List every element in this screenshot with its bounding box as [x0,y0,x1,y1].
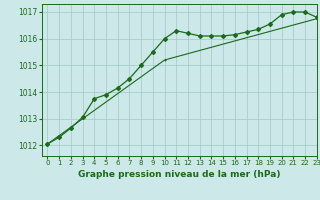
X-axis label: Graphe pression niveau de la mer (hPa): Graphe pression niveau de la mer (hPa) [78,170,280,179]
